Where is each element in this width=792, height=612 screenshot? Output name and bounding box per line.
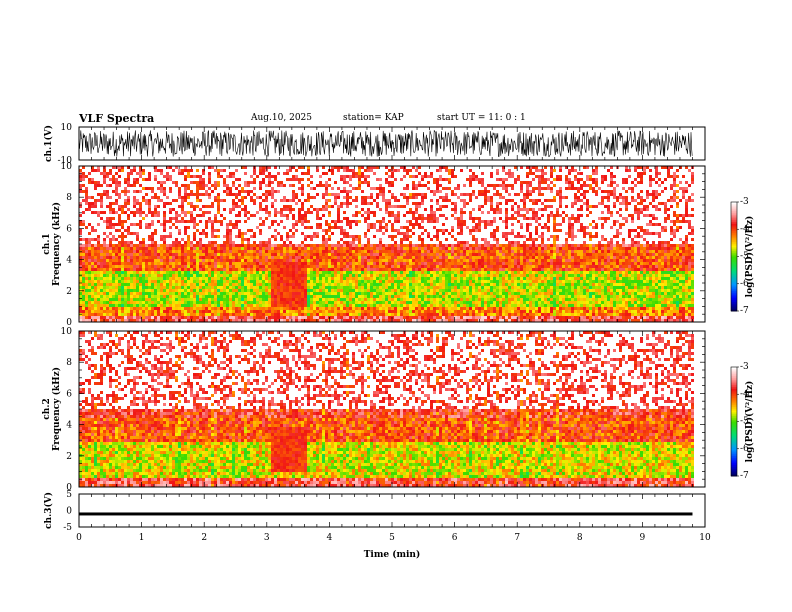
panel-sp1-cells: [79, 166, 694, 322]
panel-sp2-ytick: 6: [66, 389, 72, 399]
panel-sp2-colorbar-tick: -3: [740, 362, 749, 372]
panel-sp1-ytick: 10: [61, 162, 73, 172]
panel-sp2-ylabel: ch.2: [42, 398, 52, 419]
panel-sp2-ytick: 8: [66, 358, 72, 368]
xtick-label: 4: [327, 533, 333, 543]
ch3-waveform-line: [79, 512, 692, 515]
panel-sp1-ylabel: ch.1: [42, 233, 52, 254]
xtick-label: 5: [389, 533, 395, 543]
xtick-label: 9: [640, 533, 646, 543]
ch3-ytick: -5: [63, 523, 72, 533]
panel-sp1-ytick: 8: [66, 193, 72, 203]
xtick-label: 0: [76, 533, 82, 543]
panel-sp1-colorbar-label: log(PSD)(V²/Hz): [744, 216, 755, 298]
panel-sp2-cells: [79, 331, 694, 487]
ch1-ytick: 10: [61, 123, 73, 133]
ch3-ytick: 0: [66, 507, 72, 517]
xtick-label: 2: [201, 533, 207, 543]
vlf-figure: 10-10ch.1(V) 0246810ch.1 Frequency (kHz) …: [0, 0, 792, 612]
panel-sp2-colorbar-tick: -7: [740, 471, 749, 481]
ch3-waveform-panel: 5 0 -5 ch.3(V): [43, 490, 705, 533]
xtick-label: 8: [577, 533, 583, 543]
ch1-waveform-line: [79, 130, 692, 156]
panel-sp1-colorbar-tick: -3: [740, 197, 749, 207]
panel-sp1-ytick: 2: [66, 287, 72, 297]
panel-sp1-ylabel2: Frequency (kHz): [51, 202, 62, 286]
time-axis: 0 1 2 3 4 5 6 7 8 9 10 Time (min): [76, 533, 711, 560]
ch3-ytick: 5: [66, 490, 72, 500]
xtick-label: 10: [699, 533, 711, 543]
panel-sp2-ytick: 4: [66, 421, 72, 431]
panel-sp2-ytick: 10: [61, 327, 73, 337]
panel-sp1-ytick: 6: [66, 224, 72, 234]
xtick-label: 3: [264, 533, 270, 543]
panel-sp2-ylabel2: Frequency (kHz): [51, 367, 62, 451]
xtick-label: 1: [139, 533, 145, 543]
xaxis-title: Time (min): [364, 549, 421, 560]
panel-sp2-colorbar-label: log(PSD)(V²/Hz): [744, 381, 755, 463]
colorbars: -3-4-5-6-7log(PSD)(V²/Hz)-3-4-5-6-7log(P…: [731, 197, 755, 481]
panel-sp1-colorbar-tick: -7: [740, 306, 749, 316]
xtick-label: 7: [514, 533, 520, 543]
ch1-ylabel: ch.1(V): [43, 125, 54, 162]
panel-sp2-ytick: 2: [66, 452, 72, 462]
xtick-label: 6: [452, 533, 458, 543]
ch3-ylabel: ch.3(V): [43, 492, 54, 529]
panel-sp1-ytick: 4: [66, 256, 72, 266]
